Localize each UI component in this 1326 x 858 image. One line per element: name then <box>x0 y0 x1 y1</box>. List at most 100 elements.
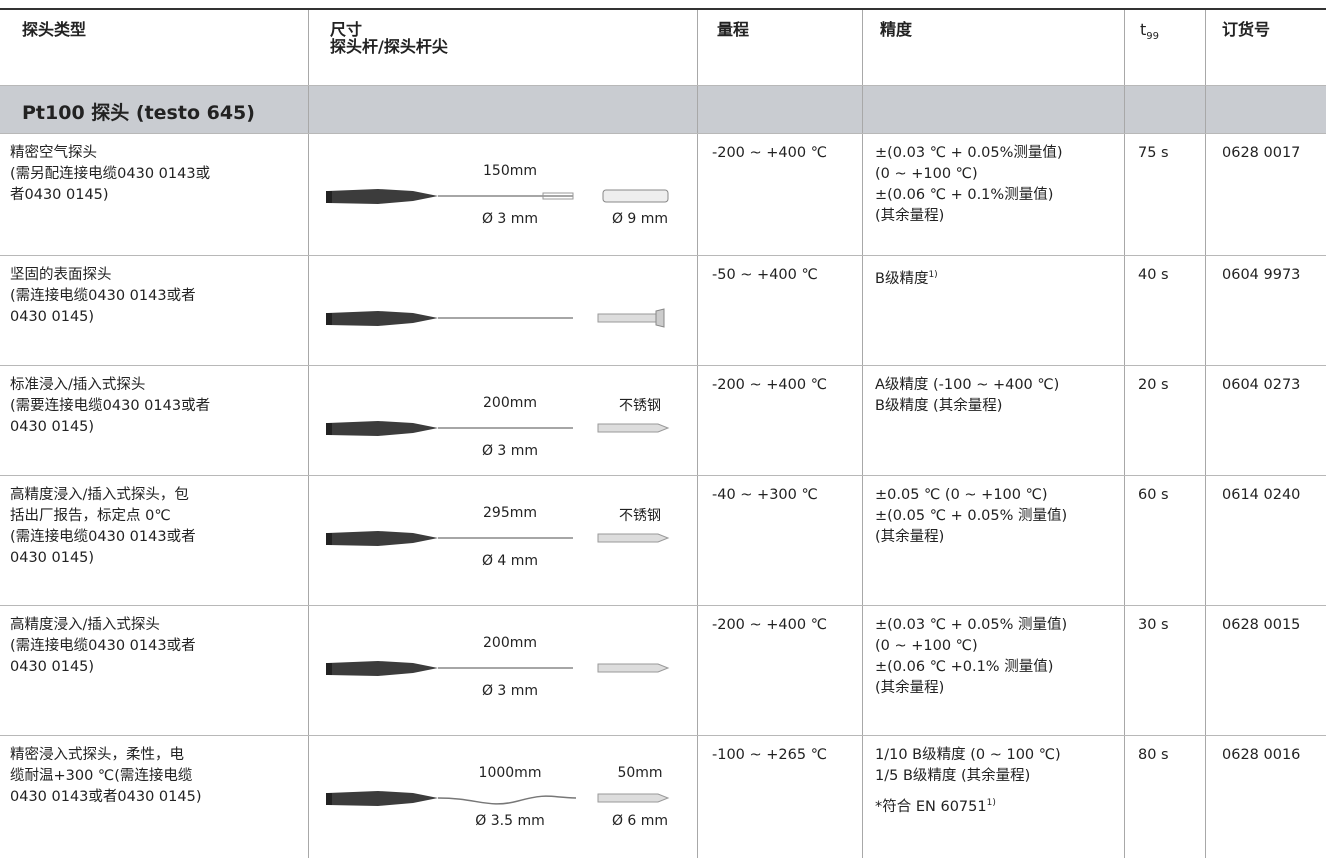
footnote-ref: 1) <box>986 798 996 808</box>
order-number: 0614 0240 <box>1222 487 1301 503</box>
probe-illustration <box>326 421 670 436</box>
accuracy: (0 ~ +100 ℃) <box>875 638 978 654</box>
header-t: t <box>1140 20 1147 39</box>
probe-illustration <box>326 189 669 204</box>
accuracy: 1/5 B级精度 (其余量程) <box>875 768 1031 784</box>
probe-type: 0430 0143或者0430 0145) <box>10 789 202 805</box>
probe-type: (需要连接电缆0430 0143或者 <box>10 398 211 414</box>
header-cell: 探头类型 <box>22 20 87 39</box>
range: -200 ~ +400 ℃ <box>712 377 827 393</box>
probe-type: 0430 0145) <box>10 419 95 435</box>
row-rule <box>0 475 1326 476</box>
accuracy: ±(0.03 ℃ + 0.05%测量值) <box>875 145 1063 161</box>
probe-type: 精密空气探头 <box>10 145 97 161</box>
accuracy: 1/10 B级精度 (0 ~ 100 ℃) <box>875 747 1061 763</box>
t99: 20 s <box>1138 377 1169 393</box>
accuracy: ±(0.06 ℃ + 0.1%测量值) <box>875 187 1054 203</box>
probe-type: 缆耐温+300 ℃(需连接电缆 <box>10 768 193 784</box>
header-cell: 精度 <box>880 20 913 39</box>
range: -50 ~ +400 ℃ <box>712 267 818 283</box>
dimension-label: Ø 6 mm <box>611 813 669 829</box>
header-cell: 订货号 <box>1222 20 1271 39</box>
column-rule <box>1205 10 1206 858</box>
header-cell: 尺寸 <box>330 20 363 39</box>
header-cell: t99 <box>1140 20 1159 46</box>
t99: 80 s <box>1138 747 1169 763</box>
dimension-label: Ø 4 mm <box>481 553 539 569</box>
order-number: 0628 0017 <box>1222 145 1301 161</box>
dimension-label: 1000mm <box>478 765 542 781</box>
range: -40 ~ +300 ℃ <box>712 487 818 503</box>
accuracy: ±0.05 ℃ (0 ~ +100 ℃) <box>875 487 1048 503</box>
section-title: Pt100 探头 (testo 645) <box>22 102 255 124</box>
order-number: 0604 9973 <box>1222 267 1301 283</box>
header-cell: 量程 <box>717 20 750 39</box>
probe-illustration <box>326 791 670 806</box>
probe-illustration <box>326 661 670 676</box>
range: -100 ~ +265 ℃ <box>712 747 827 763</box>
order-number: 0604 0273 <box>1222 377 1301 393</box>
dimension-label: 不锈钢 <box>619 398 661 414</box>
dimension-label: 150mm <box>483 163 537 179</box>
t99: 60 s <box>1138 487 1169 503</box>
probe-type: 0430 0145) <box>10 550 95 566</box>
accuracy: B级精度 (其余量程) <box>875 398 1003 414</box>
probe-type: (需另配连接电缆0430 0143或 <box>10 166 211 182</box>
accuracy: ±(0.05 ℃ + 0.05% 测量值) <box>875 508 1068 524</box>
dimension-label: Ø 3 mm <box>481 211 539 227</box>
probe-type: 精密浸入式探头，柔性，电 <box>10 747 184 763</box>
probe-illustration <box>326 308 665 328</box>
probe-type: 者0430 0145) <box>10 187 109 203</box>
probe-illustration <box>326 531 670 546</box>
dimension-label: Ø 3 mm <box>481 443 539 459</box>
accuracy: ±(0.06 ℃ +0.1% 测量值) <box>875 659 1054 675</box>
probe-type: (需连接电缆0430 0143或者 <box>10 288 196 304</box>
accuracy: ±(0.03 ℃ + 0.05% 测量值) <box>875 617 1068 633</box>
probe-type: 高精度浸入/插入式探头 <box>10 617 160 633</box>
probe-type: 括出厂报告，标定点 0℃ <box>10 508 171 524</box>
header-t-sub: 99 <box>1146 31 1160 43</box>
row-rule <box>0 605 1326 606</box>
row-rule <box>0 85 1326 86</box>
accuracy: B级精度1) <box>875 265 938 290</box>
row-rule <box>0 133 1326 134</box>
footnote-ref: 1) <box>928 270 938 280</box>
t99: 30 s <box>1138 617 1169 633</box>
order-number: 0628 0015 <box>1222 617 1301 633</box>
dimension-label: Ø 3 mm <box>481 683 539 699</box>
header-cell: 探头杆/探头杆尖 <box>330 37 448 56</box>
top-rule <box>0 8 1326 10</box>
row-rule <box>0 255 1326 256</box>
t99: 40 s <box>1138 267 1169 283</box>
section-band <box>0 85 1326 133</box>
accuracy: (其余量程) <box>875 680 945 696</box>
probe-type: 0430 0145) <box>10 659 95 675</box>
dimension-label: Ø 9 mm <box>611 211 669 227</box>
dimension-label: 50mm <box>617 765 663 781</box>
row-rule <box>0 735 1326 736</box>
dimension-label: 295mm <box>483 505 537 521</box>
accuracy: (其余量程) <box>875 529 945 545</box>
range: -200 ~ +400 ℃ <box>712 617 827 633</box>
column-rule <box>1124 10 1125 858</box>
column-rule <box>308 10 309 858</box>
dimension-label: Ø 3.5 mm <box>475 813 545 829</box>
dimension-label: 不锈钢 <box>619 508 661 524</box>
accuracy: A级精度 (-100 ~ +400 ℃) <box>875 377 1060 393</box>
probe-type: (需连接电缆0430 0143或者 <box>10 529 196 545</box>
accuracy: (0 ~ +100 ℃) <box>875 166 978 182</box>
probe-type: 坚固的表面探头 <box>10 267 112 283</box>
column-rule <box>697 10 698 858</box>
t99: 75 s <box>1138 145 1169 161</box>
accuracy-text: *符合 EN 60751 <box>875 798 987 815</box>
accuracy-text: B级精度 <box>875 270 929 287</box>
column-rule <box>862 10 863 858</box>
probe-type: 0430 0145) <box>10 309 95 325</box>
probe-type: 高精度浸入/插入式探头，包 <box>10 487 189 503</box>
range: -200 ~ +400 ℃ <box>712 145 827 161</box>
order-number: 0628 0016 <box>1222 747 1301 763</box>
accuracy: (其余量程) <box>875 208 945 224</box>
dimension-label: 200mm <box>483 395 537 411</box>
dimension-label: 200mm <box>483 635 537 651</box>
